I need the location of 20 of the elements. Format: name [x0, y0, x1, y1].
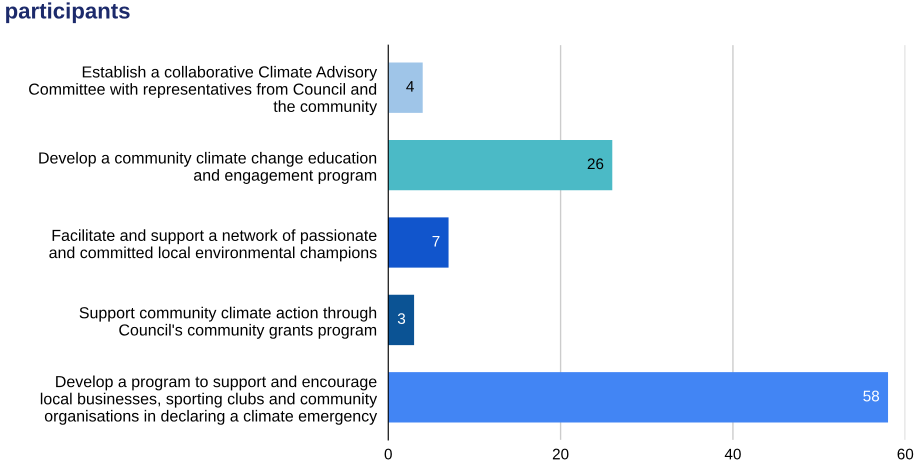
x-tick-label: 20: [552, 448, 568, 460]
x-tick-label: 0: [384, 448, 392, 460]
bar: [388, 140, 612, 190]
bar: [388, 372, 888, 422]
bar: [388, 217, 449, 268]
data-label: 58: [863, 390, 880, 402]
y-tick-label: Support community climate action through Council's community grants program: [80, 306, 376, 339]
x-tick-label: 40: [724, 448, 741, 460]
bar: [388, 62, 423, 113]
bar: [388, 294, 414, 346]
y-tick-label: Develop a community climate change education and engagement program: [39, 152, 376, 184]
data-label: 26: [588, 158, 604, 170]
data-label: 7: [432, 236, 440, 246]
x-tick-label: 60: [898, 448, 914, 460]
y-tick-label: Establish a collaborative Climate Advisory Committee with representatives from Council and the community: [29, 66, 378, 116]
text: participants: [6, 2, 130, 24]
data-label: 4: [406, 81, 414, 92]
data-label: 3: [398, 313, 406, 324]
y-tick-label: Facilitate and support a network of passionate and committed local environmental champions: [49, 229, 377, 262]
y-tick-label: Develop a program to support and encourage local businesses, sporting clubs and community organisations in declaring a climate emergency: [40, 376, 378, 425]
